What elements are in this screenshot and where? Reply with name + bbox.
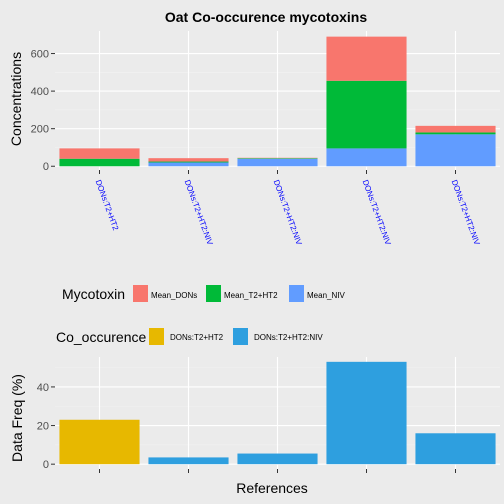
top-bar-segment [148,162,229,167]
legend-key [289,285,304,302]
legend-key [206,285,221,302]
mycotoxin-legend: Mycotoxin Mean_DONs Mean_T2+HT2 Mean_NIV [62,285,345,302]
bottom-bar [148,457,229,465]
bottom-y-tick-label: 20 [37,421,49,433]
legend-label: Mean_DONs [151,291,197,300]
legend-label: DONs:T2+HT2:NIV [254,333,323,342]
top-y-tick-label: 600 [31,49,49,61]
top-bar-segment [59,148,140,159]
bottom-bars [59,361,496,465]
co-occurence-legend-title: Co_occurence [56,329,146,345]
mycotoxin-legend-items: Mean_DONs Mean_T2+HT2 Mean_NIV [133,285,345,302]
bottom-x-axis [99,469,456,473]
top-bar-segment [59,158,140,167]
bottom-y-axis-title: Data Freq (%) [9,374,25,462]
top-y-tick-label: 400 [31,86,49,98]
top-bar-segment [237,158,318,159]
bottom-y-axis: 0 20 40 [37,382,55,471]
top-bars [59,36,496,167]
top-bar-segment [326,80,407,149]
legend-label: Mean_T2+HT2 [224,291,278,300]
top-bar-segment [415,132,496,135]
top-bar-segment [148,158,229,162]
legend-key [133,285,148,302]
bottom-y-tick-label: 40 [37,382,49,394]
bottom-bar [326,361,407,465]
top-y-tick-label: 200 [31,124,49,136]
top-bar-segment [326,36,407,81]
bottom-bar [237,453,318,465]
legend-label: Mean_NIV [307,291,345,300]
legend-key [233,328,248,345]
top-bar-segment [237,158,318,167]
bottom-x-axis-title: References [236,480,308,496]
top-chart-title: Oat Co-occurence mycotoxins [165,9,367,25]
bottom-y-tick-label: 0 [43,459,49,471]
legend-key [149,328,164,345]
co-occurence-legend-items: DONs:T2+HT2 DONs:T2+HT2:NIV [149,328,323,345]
top-bar-segment [415,134,496,167]
top-bar-segment [148,161,229,163]
top-bar-segment [415,125,496,133]
legend-label: DONs:T2+HT2 [170,333,224,342]
co-occurence-legend: Co_occurence DONs:T2+HT2 DONs:T2+HT2:NIV [56,328,323,345]
bottom-chart: 0 20 40 Data Freq (%) References [9,357,500,496]
bottom-bar [415,433,496,465]
top-y-axis: 0 200 400 600 [31,49,55,173]
top-y-tick-label: 0 [43,161,49,173]
top-y-axis-title: Concentrations [8,52,24,146]
top-bar-segment [326,148,407,167]
mycotoxin-legend-title: Mycotoxin [62,286,125,302]
bottom-bar [59,419,140,465]
